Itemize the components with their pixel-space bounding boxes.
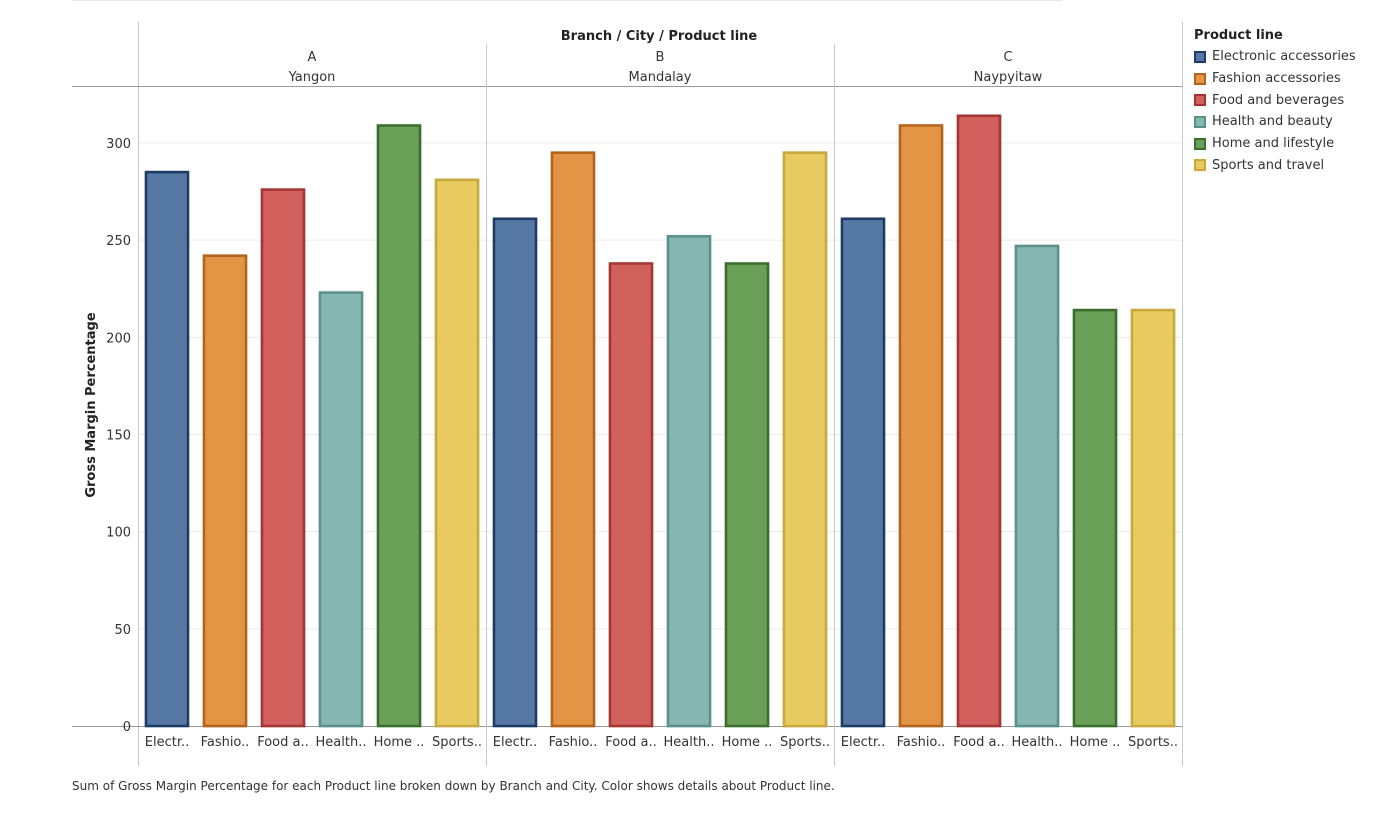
city-header: Mandalay (629, 70, 692, 85)
x-tick-label: Sports.. (432, 735, 482, 750)
x-tick-label: Food a.. (953, 735, 1005, 750)
bar[interactable]: A / Yangon / Fashion accessories: 242 (202, 254, 248, 728)
legend-label: Sports and travel (1212, 157, 1325, 173)
legend-label: Food and beverages (1212, 92, 1345, 108)
y-tick-label: 300 (106, 137, 131, 152)
city-header: Naypyitaw (974, 70, 1043, 85)
x-tick-label: Health.. (664, 735, 715, 750)
y-tick-label: 250 (106, 234, 131, 249)
bar[interactable]: A / Yangon / Home and lifestyle: 309 (376, 124, 422, 728)
bar[interactable]: A / Yangon / Food and beverages: 276 (260, 188, 306, 728)
y-tick-label: 50 (114, 623, 131, 638)
x-tick-label: Home .. (722, 735, 773, 750)
legend-item[interactable]: Sports and travel (1194, 154, 1379, 176)
y-tick-label: 200 (106, 331, 131, 346)
legend-item[interactable]: Health and beauty (1194, 111, 1379, 133)
y-axis-label: Gross Margin Percentage (84, 312, 99, 498)
bar[interactable]: A / Yangon / Electronic accessories: 285 (144, 170, 190, 728)
legend-swatch (1194, 137, 1206, 150)
group-headers: A Yangon B Mandalay C Naypyitaw (288, 50, 1043, 85)
legend-title: Product line (1194, 28, 1283, 43)
legend-swatch (1194, 50, 1206, 63)
bar[interactable]: C / Naypyitaw / Sports and travel: 214 (1130, 308, 1176, 728)
y-tick-label: 0 (123, 720, 131, 735)
bar[interactable]: A / Yangon / Sports and travel: 281 (434, 178, 480, 728)
y-tick-label: 100 (106, 526, 131, 541)
x-tick-label: Electr.. (841, 735, 885, 750)
legend-swatch (1194, 115, 1206, 128)
y-axis-ticks: 0 50 100 150 200 250 300 (106, 137, 131, 735)
branch-header: C (1003, 50, 1012, 65)
chart-caption: Sum of Gross Margin Percentage for each … (72, 779, 835, 793)
x-tick-label: Sports.. (780, 735, 830, 750)
branch-header: A (308, 50, 317, 65)
legend-item[interactable]: Home and lifestyle (1194, 133, 1379, 155)
legend-label: Fashion accessories (1212, 71, 1341, 87)
legend: Product line Electronic accessories Fashi… (1194, 28, 1379, 176)
x-tick-label: Electr.. (145, 735, 189, 750)
x-tick-label: Food a.. (605, 735, 657, 750)
bar[interactable]: B / Mandalay / Electronic accessories: 2… (492, 217, 538, 728)
x-tick-label: Home .. (1070, 735, 1121, 750)
chart: Branch / City / Product line A Yangon B Man… (72, 0, 1183, 766)
x-tick-label: Health.. (316, 735, 367, 750)
bar[interactable]: C / Naypyitaw / Fashion accessories: 309 (898, 124, 944, 728)
x-tick-label: Fashio.. (897, 735, 946, 750)
legend-label: Home and lifestyle (1212, 136, 1335, 152)
city-header: Yangon (288, 70, 336, 85)
legend-swatch (1194, 72, 1206, 85)
y-tick-label: 150 (106, 429, 131, 444)
bar[interactable]: C / Naypyitaw / Electronic accessories: … (840, 217, 886, 728)
legend-label: Health and beauty (1212, 114, 1333, 130)
x-tick-label: Fashio.. (549, 735, 598, 750)
x-tick-label: Home .. (374, 735, 425, 750)
legend-swatch (1194, 94, 1206, 107)
bar[interactable]: C / Naypyitaw / Health and beauty: 247 (1014, 244, 1060, 728)
chart-frame (72, 22, 1183, 766)
chart-title: Branch / City / Product line (561, 29, 758, 44)
legend-item[interactable]: Electronic accessories (1194, 46, 1379, 68)
gridlines (138, 142, 1182, 630)
x-tick-label: Electr.. (493, 735, 537, 750)
x-tick-label: Sports.. (1128, 735, 1178, 750)
bar[interactable]: A / Yangon / Health and beauty: 223 (318, 291, 364, 728)
branch-header: B (656, 50, 665, 65)
bar[interactable]: B / Mandalay / Fashion accessories: 295 (550, 151, 596, 728)
bar[interactable]: B / Mandalay / Health and beauty: 252 (666, 235, 712, 728)
legend-item[interactable]: Fashion accessories (1194, 68, 1379, 90)
x-tick-label: Fashio.. (201, 735, 250, 750)
bar[interactable]: B / Mandalay / Sports and travel: 295 (782, 151, 828, 728)
legend-item[interactable]: Food and beverages (1194, 89, 1379, 111)
x-axis-ticks: Electr.. Fashio.. Food a.. Health.. Home .. S… (145, 735, 1178, 750)
legend-swatch (1194, 159, 1206, 172)
bar[interactable]: C / Naypyitaw / Food and beverages: 314 (956, 114, 1002, 728)
bar[interactable]: C / Naypyitaw / Home and lifestyle: 214 (1072, 308, 1118, 728)
x-tick-label: Health.. (1012, 735, 1063, 750)
legend-items: Electronic accessories Fashion accessorie… (1194, 46, 1379, 176)
legend-label: Electronic accessories (1212, 49, 1356, 65)
bars: A / Yangon / Electronic accessories: 285… (144, 114, 1176, 728)
bar[interactable]: B / Mandalay / Food and beverages: 238 (608, 262, 654, 728)
bar[interactable]: B / Mandalay / Home and lifestyle: 238 (724, 262, 770, 728)
x-tick-label: Food a.. (257, 735, 309, 750)
